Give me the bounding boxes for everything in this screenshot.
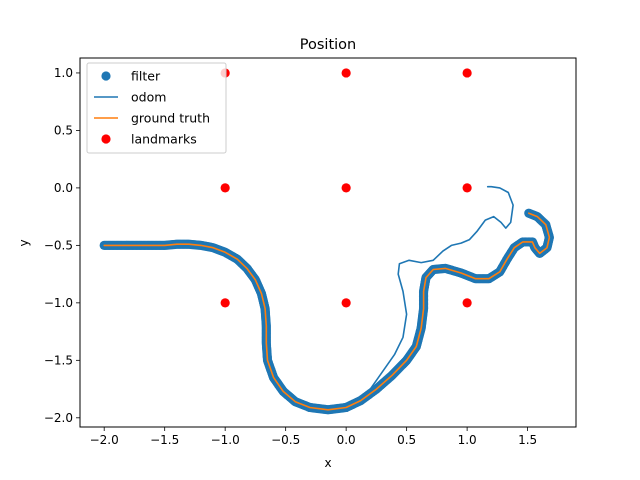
landmark-point	[341, 298, 351, 308]
landmark-point	[220, 183, 230, 193]
y-tick-label: 1.0	[54, 66, 73, 80]
chart-title: Position	[300, 37, 356, 53]
plot-data	[99, 68, 554, 415]
x-tick-label: −1.0	[211, 433, 240, 447]
landmark-point	[341, 68, 351, 78]
y-tick-label: 0.0	[54, 181, 73, 195]
series-ground-truth-line	[103, 212, 551, 411]
x-tick-label: −2.0	[90, 433, 119, 447]
landmark-point	[462, 68, 472, 78]
x-axis-ticks: −2.0 −1.5 −1.0 −0.5 0.0 0.5 1.0 1.5	[90, 427, 537, 447]
landmark-point	[341, 183, 351, 193]
legend-swatch-filter	[101, 71, 111, 81]
x-tick-label: 0.5	[397, 433, 416, 447]
y-tick-label: −1.5	[44, 354, 73, 368]
x-tick-label: 0.0	[337, 433, 356, 447]
y-tick-label: −1.0	[44, 296, 73, 310]
y-axis-title: y	[17, 239, 31, 246]
y-axis-ticks: 1.0 0.5 0.0 −0.5 −1.0 −1.5 −2.0	[44, 66, 80, 425]
plot-frame	[79, 57, 577, 428]
legend-label-odom: odom	[131, 90, 166, 105]
legend-label-landmarks: landmarks	[131, 132, 197, 147]
landmark-point	[220, 298, 230, 308]
y-tick-label: −2.0	[44, 411, 73, 425]
x-tick-label: −1.5	[150, 433, 179, 447]
x-axis-title: x	[324, 456, 331, 470]
legend-label-filter: filter	[131, 69, 161, 84]
legend: filter odom ground truth landmarks	[86, 62, 227, 154]
landmark-point	[462, 298, 472, 308]
y-tick-label: −0.5	[44, 239, 73, 253]
x-tick-label: 1.5	[518, 433, 537, 447]
landmark-point	[462, 183, 472, 193]
legend-box	[86, 62, 227, 154]
legend-label-ground-truth: ground truth	[131, 111, 210, 126]
y-tick-label: 0.5	[54, 124, 73, 138]
legend-swatch-landmarks	[101, 134, 111, 144]
series-landmarks	[220, 68, 472, 308]
x-tick-label: 1.0	[458, 433, 477, 447]
x-tick-label: −0.5	[271, 433, 300, 447]
